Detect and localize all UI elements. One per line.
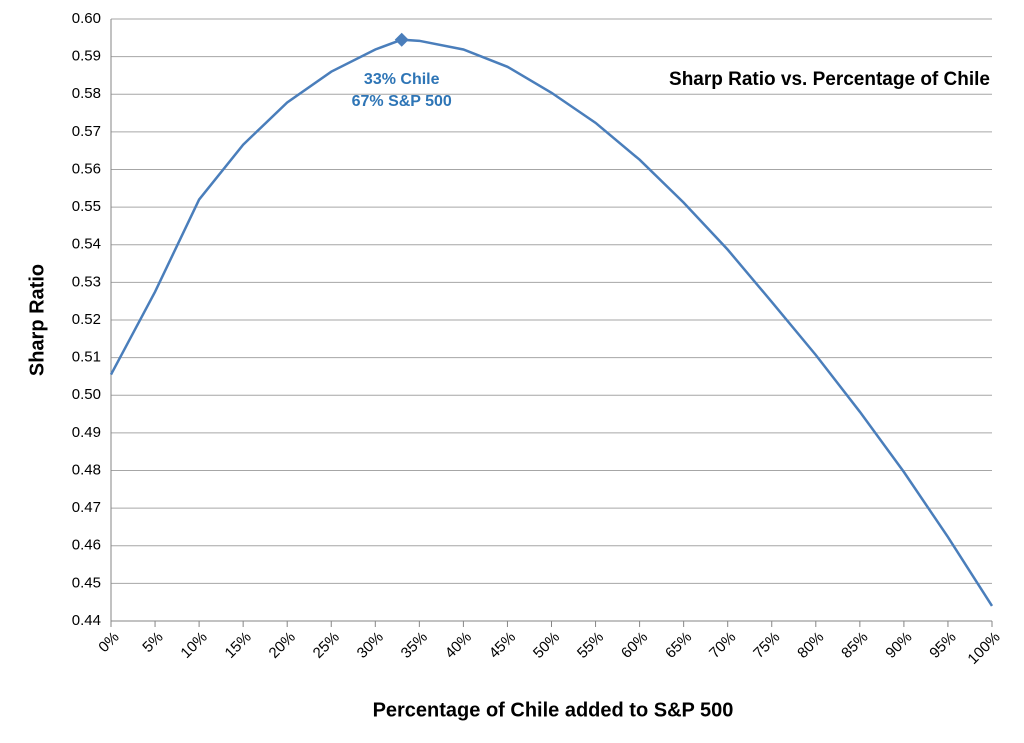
x-tick-label: 70% (706, 629, 739, 662)
y-tick-label: 0.57 (72, 123, 101, 140)
x-tick-label: 75% (750, 629, 783, 662)
x-tick-label: 5% (139, 629, 166, 656)
y-tick-label: 0.58 (72, 85, 101, 102)
chart-title: Sharp Ratio vs. Percentage of Chile (669, 69, 990, 90)
y-tick-label: 0.50 (72, 386, 101, 403)
x-axis-label: Percentage of Chile added to S&P 500 (373, 699, 734, 721)
x-tick-label: 55% (574, 629, 607, 662)
x-tick-label: 15% (222, 629, 255, 662)
y-tick-label: 0.47 (72, 499, 101, 516)
highlight-marker (394, 32, 409, 47)
annotation: 33% Chile (364, 71, 440, 88)
y-tick-label: 0.49 (72, 424, 101, 441)
y-tick-label: 0.48 (72, 461, 101, 478)
y-tick-label: 0.59 (72, 48, 101, 65)
y-tick-label: 0.55 (72, 198, 101, 215)
x-tick-label: 40% (442, 629, 475, 662)
x-tick-label: 50% (530, 629, 563, 662)
y-tick-label: 0.46 (72, 537, 101, 554)
annotation: 67% S&P 500 (352, 93, 452, 110)
y-tick-label: 0.54 (72, 236, 101, 253)
y-tick-label: 0.56 (72, 160, 101, 177)
x-tick-label: 90% (882, 629, 915, 662)
y-tick-label: 0.53 (72, 273, 101, 290)
x-tick-label: 80% (794, 629, 827, 662)
x-tick-label: 65% (662, 629, 695, 662)
y-tick-label: 0.52 (72, 311, 101, 328)
x-tick-label: 20% (266, 629, 299, 662)
y-axis-label: Sharp Ratio (26, 264, 48, 376)
x-tick-label: 100% (964, 629, 1003, 668)
x-tick-label: 35% (398, 629, 431, 662)
x-tick-label: 45% (486, 629, 519, 662)
x-tick-label: 30% (354, 629, 387, 662)
line (109, 38, 994, 607)
x-tick-label: 10% (177, 629, 210, 662)
x-tick-label: 95% (926, 629, 959, 662)
y-tick-label: 0.44 (72, 612, 101, 629)
y-tick-label: 0.51 (72, 349, 101, 366)
x-tick-label: 60% (618, 629, 651, 662)
y-tick-label: 0.60 (72, 10, 101, 27)
x-tick-label: 85% (838, 629, 871, 662)
x-tick-label: 25% (310, 629, 343, 662)
y-tick-label: 0.45 (72, 574, 101, 591)
x-tick-label: 0% (95, 629, 122, 656)
